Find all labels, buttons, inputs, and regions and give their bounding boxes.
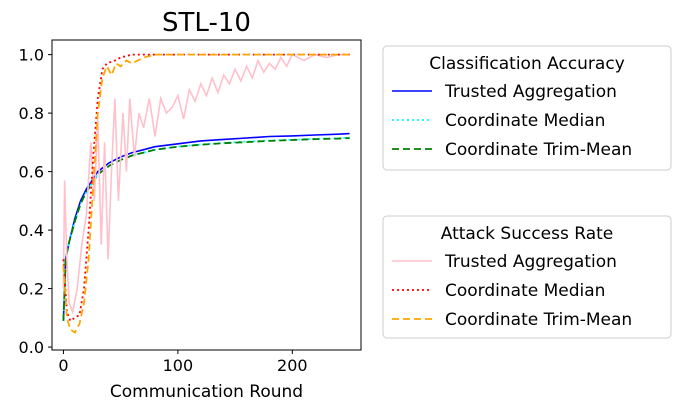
legend-attack-success-rate: Attack Success Rate Trusted Aggregation Co… bbox=[382, 215, 672, 339]
x-tick-label: 0 bbox=[58, 356, 68, 375]
chart-title: STL-10 bbox=[162, 8, 251, 38]
legend-title: Attack Success Rate bbox=[441, 224, 614, 244]
legend-label: Trusted Aggregation bbox=[444, 82, 617, 102]
legend-label: Coordinate Median bbox=[445, 281, 605, 301]
legend-classification-accuracy: Classification Accuracy Trusted Aggregati… bbox=[382, 45, 672, 171]
series-line-4 bbox=[62, 53, 350, 323]
legend-title: Classification Accuracy bbox=[429, 54, 625, 74]
legend-label: Coordinate Trim-Mean bbox=[445, 310, 632, 330]
x-tick-label: 200 bbox=[277, 356, 308, 375]
x-tick-label: 100 bbox=[163, 356, 194, 375]
series-line-2 bbox=[62, 137, 350, 321]
y-tick-label: 0.0 bbox=[19, 338, 44, 357]
y-tick-label: 1.0 bbox=[19, 46, 44, 65]
plot-frame bbox=[51, 39, 362, 351]
y-tick-label: 0.4 bbox=[19, 221, 44, 240]
legend-label: Trusted Aggregation bbox=[444, 252, 617, 272]
series-line-3 bbox=[62, 53, 350, 315]
series-line-0 bbox=[62, 132, 350, 321]
legend-frame bbox=[382, 45, 672, 171]
y-tick-label: 0.6 bbox=[19, 163, 44, 182]
y-tick-label: 0.8 bbox=[19, 104, 44, 123]
legend-label: Coordinate Trim-Mean bbox=[445, 140, 632, 160]
x-axis-label: Communication Round bbox=[110, 382, 303, 402]
legend-label: Coordinate Median bbox=[445, 111, 605, 131]
plot-area: 0 100 200 0.0 0.2 0.4 0.6 0.8 1.0 bbox=[19, 39, 362, 375]
y-tick-label: 0.2 bbox=[19, 280, 44, 299]
legend-frame bbox=[382, 215, 672, 339]
